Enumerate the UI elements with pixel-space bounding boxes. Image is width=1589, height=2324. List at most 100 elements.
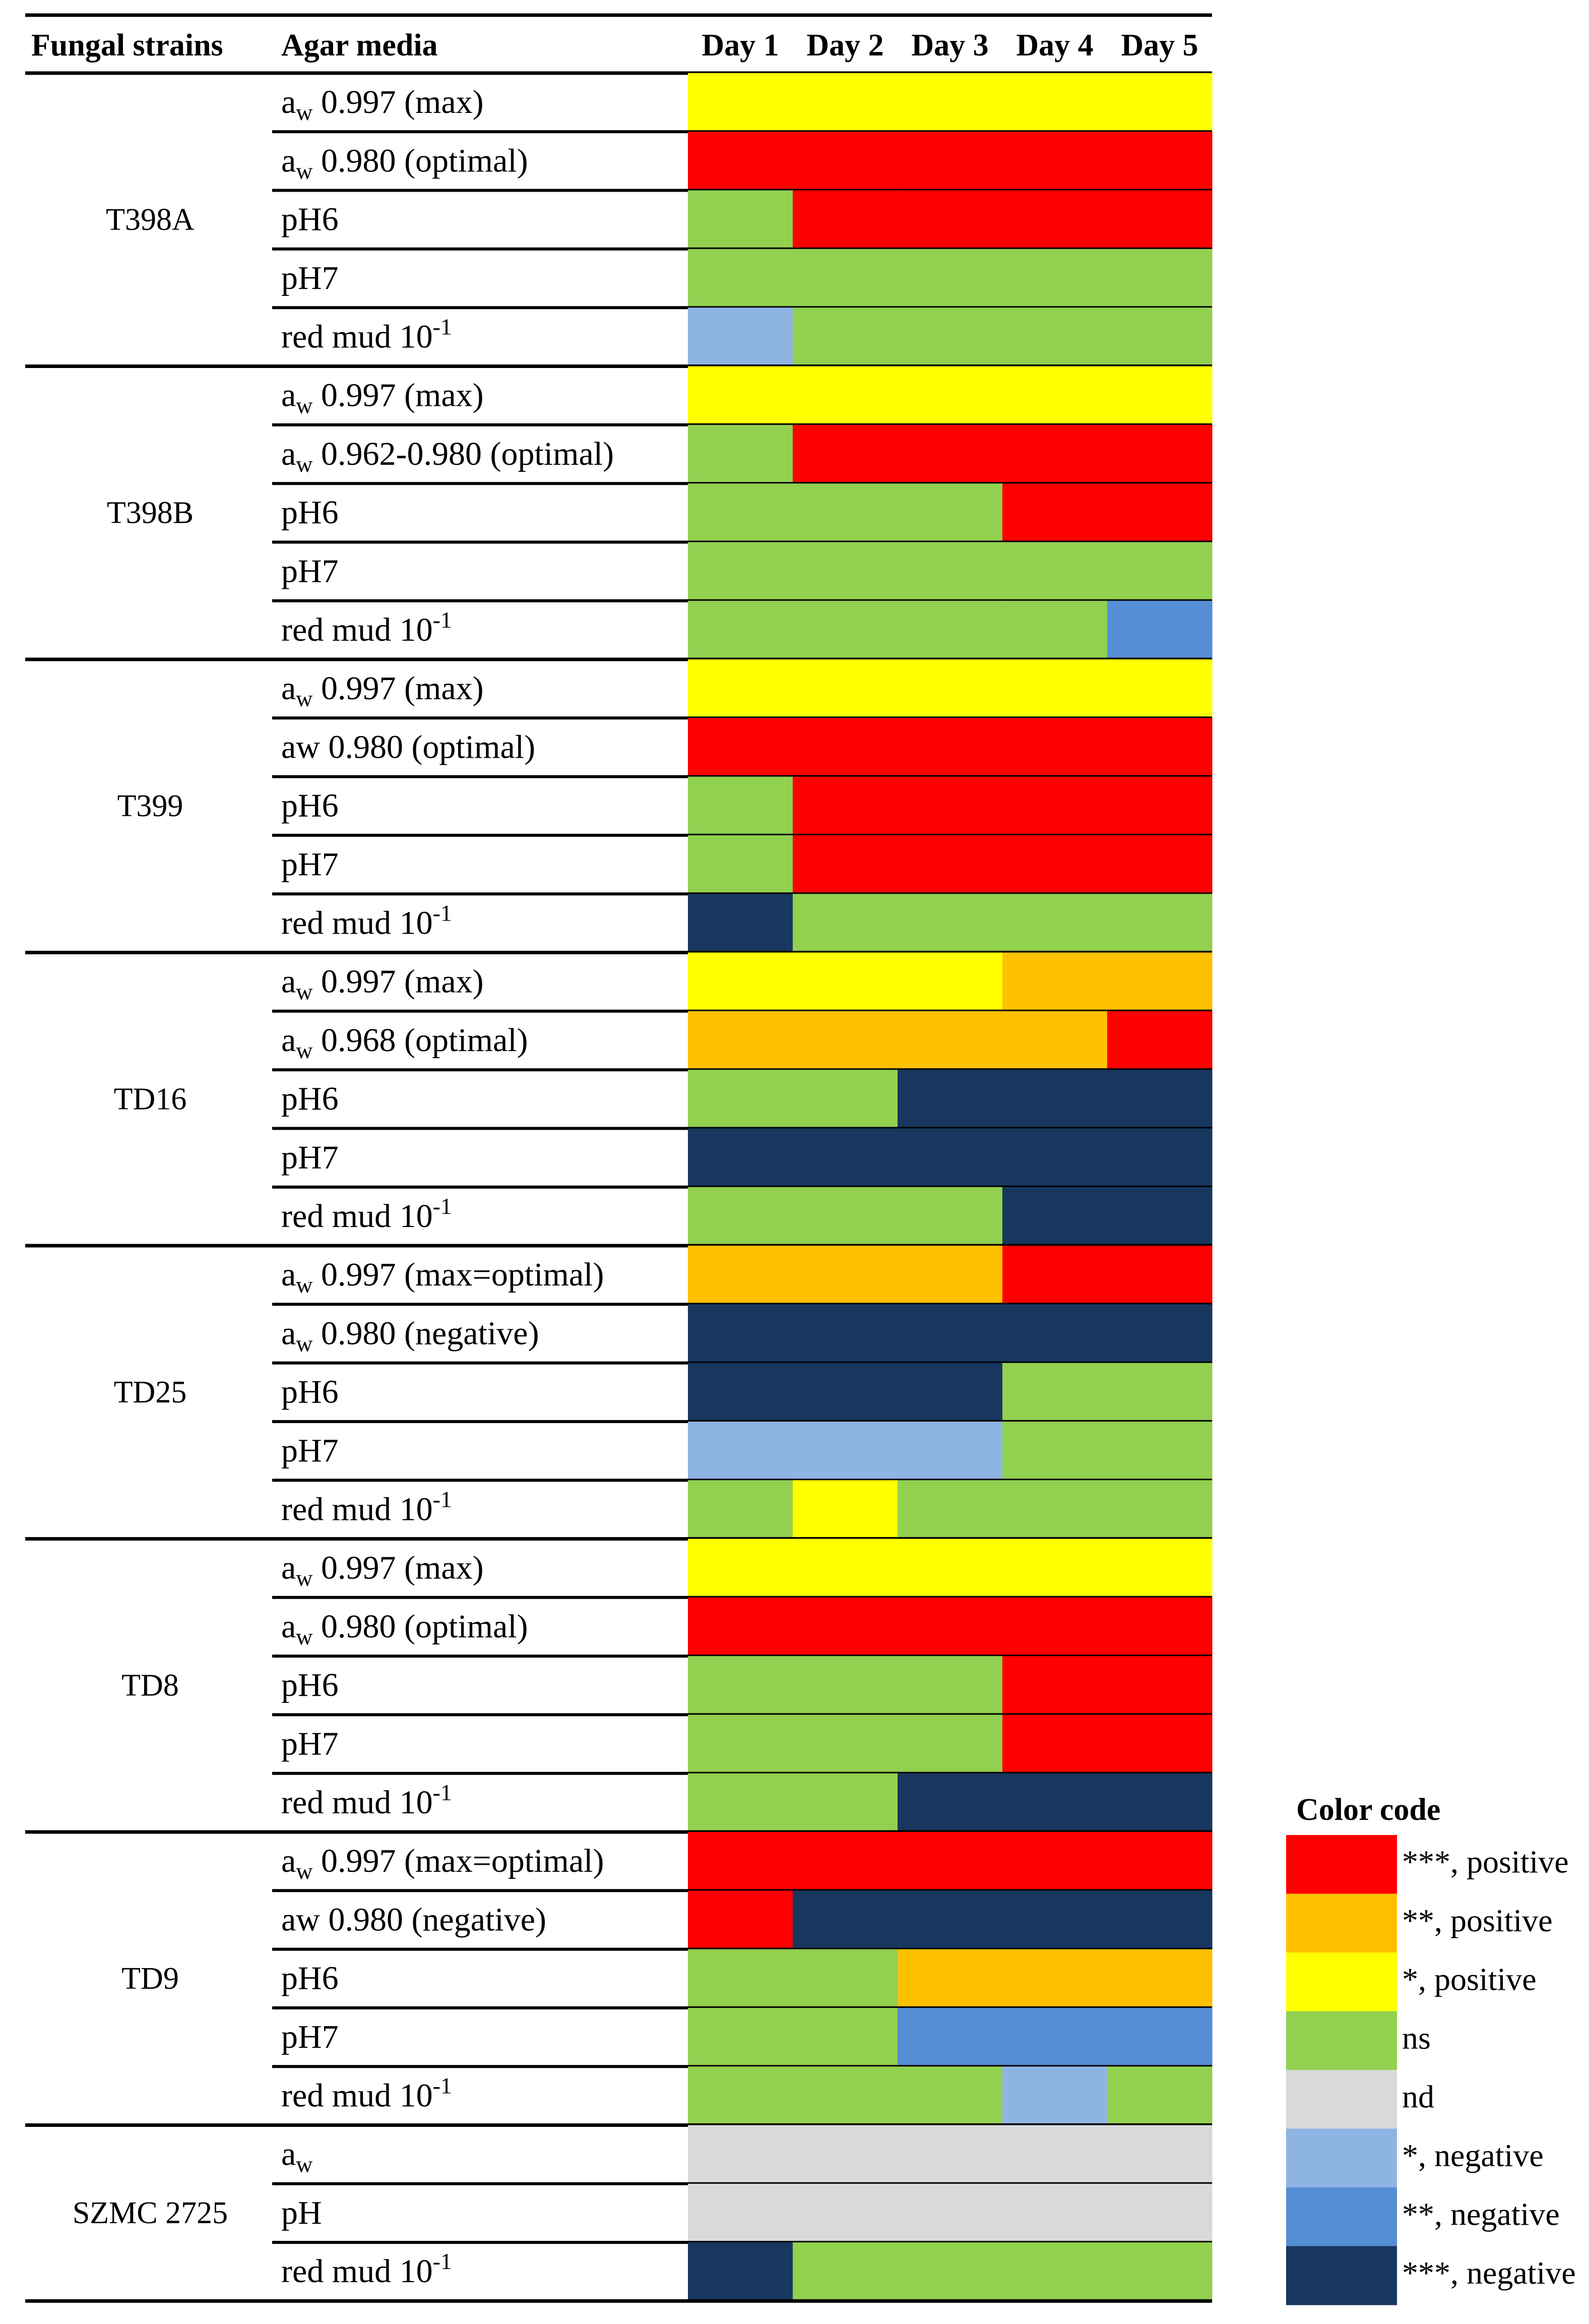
cell-TD8-r2-day5 [1107, 1597, 1213, 1657]
media-label: pH7 [281, 1432, 339, 1469]
cell-TD9-r1-day5 [1107, 1832, 1213, 1891]
legend-title: Color code [1296, 1793, 1440, 1827]
cell-SZMC-2725-r1-day4 [1002, 2125, 1108, 2184]
cell-TD25-r5-day1 [688, 1480, 793, 1540]
cell-TD16-r2-day1 [688, 1011, 793, 1070]
cell-SZMC-2725-r3-day5 [1107, 2242, 1213, 2301]
strain-label-T399: T399 [117, 789, 183, 823]
cell-T399-r5-day1 [688, 894, 793, 953]
media-label: pH7 [281, 1139, 339, 1176]
cell-TD25-r3-day5 [1107, 1363, 1213, 1422]
media-label: aw 0.997 (max=optimal) [281, 1843, 604, 1884]
cell-TD9-r3-day1 [688, 1949, 793, 2008]
cell-T398A-r5-day4 [1002, 308, 1108, 367]
media-label: aw 0.997 (max) [281, 963, 484, 1005]
cell-T399-r3-day5 [1107, 776, 1213, 836]
cell-TD25-r5-day2 [793, 1480, 898, 1540]
cell-T398A-r3-day5 [1107, 190, 1213, 250]
cell-TD9-r5-day1 [688, 2066, 793, 2126]
cell-T399-r4-day4 [1002, 835, 1108, 894]
cell-TD16-r4-day5 [1107, 1128, 1213, 1188]
cell-T398A-r5-day3 [898, 308, 1003, 367]
cell-TD8-r1-day3 [898, 1539, 1003, 1598]
media-label: pH7 [281, 553, 339, 589]
media-label: aw 0.968 (optimal) [281, 1022, 528, 1063]
strain-label-SZMC-2725: SZMC 2725 [73, 2196, 228, 2230]
cell-SZMC-2725-r2-day1 [688, 2183, 793, 2243]
cell-TD16-r4-day4 [1002, 1128, 1108, 1188]
cell-TD9-r1-day1 [688, 1832, 793, 1891]
cell-T398B-r1-day2 [793, 366, 898, 425]
cell-T399-r4-day5 [1107, 835, 1213, 894]
media-label: aw [281, 2136, 313, 2177]
cell-SZMC-2725-r1-day2 [793, 2125, 898, 2184]
cell-T398B-r5-day1 [688, 600, 793, 660]
legend-label-ns: ns [1402, 2020, 1431, 2056]
media-label: red mud 10-1 [281, 1193, 452, 1235]
cell-T399-r3-day2 [793, 776, 898, 836]
cell-TD9-r3-day4 [1002, 1949, 1108, 2008]
cell-TD16-r3-day5 [1107, 1070, 1213, 1129]
cell-TD16-r5-day5 [1107, 1187, 1213, 1246]
cell-SZMC-2725-r1-day3 [898, 2125, 1003, 2184]
legend-label-pos1: *, positive [1402, 1962, 1537, 1997]
cell-TD16-r5-day1 [688, 1187, 793, 1246]
cell-T398A-r2-day2 [793, 132, 898, 191]
cell-TD9-r3-day3 [898, 1949, 1003, 2008]
cell-T399-r4-day2 [793, 835, 898, 894]
cell-TD8-r3-day3 [898, 1656, 1003, 1715]
cell-T398B-r4-day5 [1107, 542, 1213, 601]
cell-T399-r2-day1 [688, 718, 793, 777]
cell-TD8-r4-day3 [898, 1715, 1003, 1774]
cell-T399-r1-day3 [898, 659, 1003, 718]
cell-TD16-r3-day2 [793, 1070, 898, 1129]
cell-TD9-r2-day5 [1107, 1890, 1213, 1950]
media-label: pH6 [281, 1374, 339, 1411]
cell-T398B-r2-day5 [1107, 424, 1213, 484]
cell-T399-r2-day5 [1107, 718, 1213, 777]
cell-T398A-r4-day4 [1002, 249, 1108, 308]
cell-T398B-r5-day2 [793, 600, 898, 660]
cell-T399-r1-day1 [688, 659, 793, 718]
cell-T398B-r3-day5 [1107, 483, 1213, 542]
cell-TD8-r3-day1 [688, 1656, 793, 1715]
cell-TD8-r1-day2 [793, 1539, 898, 1598]
cell-T398A-r5-day2 [793, 308, 898, 367]
cell-TD25-r1-day1 [688, 1246, 793, 1305]
media-label: red mud 10-1 [281, 2248, 452, 2290]
media-label: red mud 10-1 [281, 900, 452, 941]
cell-TD16-r4-day1 [688, 1128, 793, 1188]
cell-T398B-r1-day3 [898, 366, 1003, 425]
media-label: red mud 10-1 [281, 2072, 452, 2114]
cell-T399-r1-day5 [1107, 659, 1213, 718]
cell-TD25-r5-day3 [898, 1480, 1003, 1540]
cell-TD25-r4-day4 [1002, 1421, 1108, 1481]
header-agar-media: Agar media [281, 28, 438, 63]
cell-TD25-r1-day3 [898, 1246, 1003, 1305]
cell-T398A-r4-day5 [1107, 249, 1213, 308]
cell-TD8-r5-day5 [1107, 1773, 1213, 1832]
cell-TD9-r1-day3 [898, 1832, 1003, 1891]
media-label: red mud 10-1 [281, 314, 452, 355]
cell-T398A-r2-day1 [688, 132, 793, 191]
cell-T398A-r1-day4 [1002, 73, 1108, 132]
cell-TD25-r1-day4 [1002, 1246, 1108, 1305]
cell-TD25-r2-day4 [1002, 1304, 1108, 1364]
strain-label-TD9: TD9 [121, 1962, 179, 1996]
header-fungal-strains: Fungal strains [31, 28, 223, 63]
cell-TD25-r3-day1 [688, 1363, 793, 1422]
cell-T398B-r4-day4 [1002, 542, 1108, 601]
cell-TD16-r4-day3 [898, 1128, 1003, 1188]
media-label: aw 0.962-0.980 (optimal) [281, 436, 614, 477]
cell-TD8-r1-day4 [1002, 1539, 1108, 1598]
media-label: pH7 [281, 1725, 339, 1762]
cell-TD25-r3-day4 [1002, 1363, 1108, 1422]
legend-swatch-pos1 [1286, 1952, 1397, 2012]
cell-TD16-r3-day1 [688, 1070, 793, 1129]
cell-TD9-r4-day3 [898, 2007, 1003, 2067]
cell-T398A-r4-day2 [793, 249, 898, 308]
cell-TD8-r4-day5 [1107, 1715, 1213, 1774]
cell-TD16-r1-day1 [688, 952, 793, 1012]
media-label: aw 0.980 (negative) [281, 1315, 539, 1356]
